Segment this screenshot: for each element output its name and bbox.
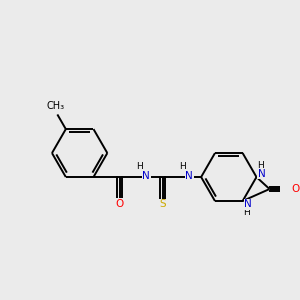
Text: CH₃: CH₃ [47, 101, 65, 111]
Text: O: O [292, 184, 300, 194]
Text: N: N [244, 199, 252, 209]
Text: H: H [257, 161, 263, 170]
Text: H: H [136, 162, 142, 171]
Text: H: H [179, 162, 185, 171]
Text: H: H [243, 208, 250, 217]
Text: O: O [116, 199, 124, 209]
Text: N: N [185, 170, 193, 181]
Text: S: S [159, 199, 166, 209]
Text: N: N [142, 170, 150, 181]
Text: N: N [258, 169, 266, 179]
